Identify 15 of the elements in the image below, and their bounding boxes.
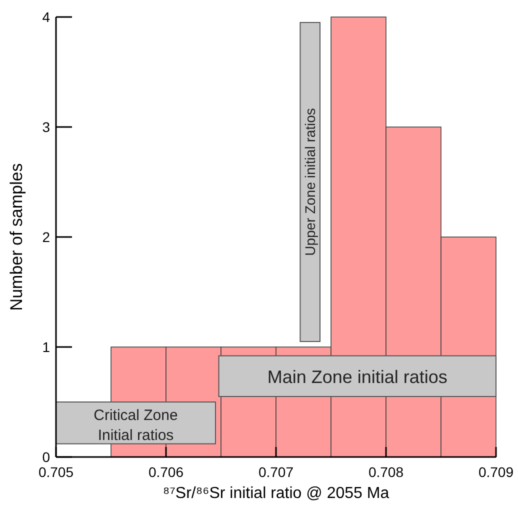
y-axis-title: Number of samples: [7, 163, 26, 311]
x-tick-label: 0.709: [478, 464, 514, 480]
band-label: Upper Zone initial ratios: [302, 108, 318, 256]
band-label: Critical Zone Initial ratios: [94, 406, 178, 444]
band-label: Main Zone initial ratios: [267, 367, 448, 388]
x-axis-title: ⁸⁷Sr/⁸⁶Sr initial ratio @ 2055 Ma: [162, 485, 390, 502]
x-tick-label: 0.707: [258, 464, 294, 480]
y-tick-label: 3: [42, 119, 50, 135]
y-tick-label: 0: [42, 449, 50, 465]
y-tick-label: 2: [42, 229, 50, 245]
x-tick-label: 0.706: [148, 464, 184, 480]
y-tick-label: 4: [42, 9, 50, 25]
x-tick-label: 0.708: [368, 464, 404, 480]
x-tick-label: 0.705: [38, 464, 74, 480]
y-tick-label: 1: [42, 339, 50, 355]
